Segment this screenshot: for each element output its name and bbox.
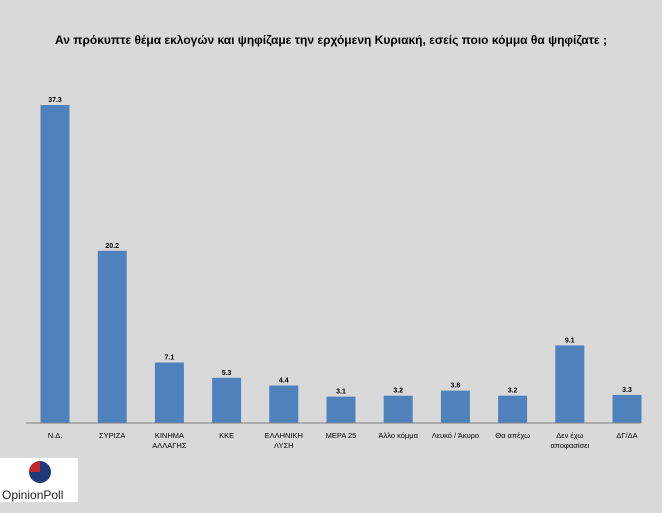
bar xyxy=(40,105,70,423)
data-label: 4.4 xyxy=(279,378,289,385)
data-label: 3.8 xyxy=(451,383,461,390)
x-tick-label: ΑΛΛΑΓΗΣ xyxy=(152,441,187,450)
x-tick-label: ΕΛΛΗΝΙΚΗ xyxy=(265,431,303,440)
x-tick-label: ΚΚΕ xyxy=(219,431,234,440)
x-tick-label: Δεν έχω xyxy=(556,431,583,440)
bar xyxy=(97,250,127,423)
data-label: 20.2 xyxy=(105,243,119,250)
data-label: 7.1 xyxy=(165,355,175,362)
data-label: 5.3 xyxy=(222,370,232,377)
bar xyxy=(555,345,585,423)
bar xyxy=(269,385,299,423)
bar xyxy=(383,395,413,423)
x-tick-label: Θα απέχω xyxy=(495,431,530,440)
x-tick-label: Λευκό / Άκυρο xyxy=(432,431,479,440)
x-tick-label: ΛΥΣΗ xyxy=(274,441,294,450)
bar xyxy=(212,377,242,423)
opinionpoll-logo-text: OpinionPoll xyxy=(2,488,64,502)
x-tick-label: Άλλο κόμμα xyxy=(378,431,418,440)
x-tick-label: ΚΙΝΗΜΑ xyxy=(155,431,184,440)
x-tick-label: αποφασίσει xyxy=(550,441,589,450)
bar xyxy=(612,394,642,423)
x-tick-label: ΔΓ/ΔΑ xyxy=(616,431,637,440)
data-label: 9.1 xyxy=(565,337,575,344)
x-tick-label: Ν.Δ. xyxy=(48,431,63,440)
chart-title: Αν πρόκυπτε θέμα εκλογών και ψηφίζαμε τη… xyxy=(55,33,607,47)
opinionpoll-logo-mark xyxy=(29,461,51,483)
data-label: 3.2 xyxy=(393,388,403,395)
bar xyxy=(154,362,184,423)
bar xyxy=(326,396,356,423)
data-label: 37.3 xyxy=(48,97,62,104)
bars-layer xyxy=(40,105,642,423)
data-label: 3.1 xyxy=(336,389,346,396)
opinionpoll-logo: OpinionPoll xyxy=(0,458,78,502)
data-label: 3.3 xyxy=(622,387,632,394)
x-tick-label: ΜΕΡΑ 25 xyxy=(326,431,357,440)
data-label: 3.2 xyxy=(508,388,518,395)
bar xyxy=(498,395,528,423)
bar xyxy=(440,390,470,423)
x-tick-label: ΣΥΡΙΖΑ xyxy=(99,431,125,440)
